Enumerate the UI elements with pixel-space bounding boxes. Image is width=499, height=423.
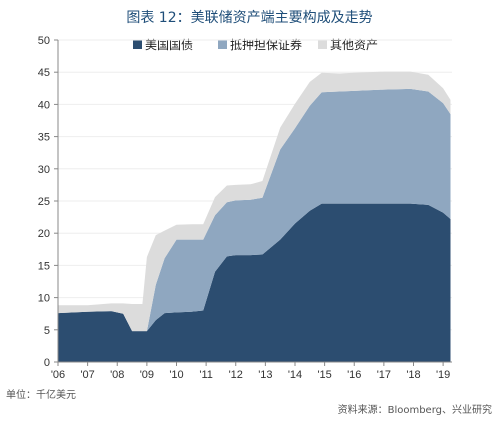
x-axis-ticks: '06 '07 '08 '09 '10 '11 '12 '13 '14 '15 '16 '17 '18 '… bbox=[51, 362, 450, 381]
x-tick-label: '16 bbox=[347, 369, 361, 381]
x-tick-label: '19 bbox=[436, 369, 450, 381]
unit-note: 单位：千亿美元 bbox=[6, 388, 76, 401]
x-tick-label: '17 bbox=[377, 369, 391, 381]
x-tick-label: '06 bbox=[51, 369, 65, 381]
x-tick-label: '18 bbox=[406, 369, 420, 381]
legend-swatch bbox=[133, 40, 142, 49]
legend-swatch bbox=[218, 40, 227, 49]
plot-areas bbox=[58, 71, 451, 362]
x-tick-label: '11 bbox=[199, 369, 213, 381]
legend-label: 抵押担保证券 bbox=[230, 37, 302, 52]
y-tick-label: 20 bbox=[38, 228, 50, 240]
x-tick-label: '07 bbox=[80, 369, 94, 381]
y-tick-label: 30 bbox=[38, 164, 50, 176]
chart-title: 图表 12：美联储资产端主要构成及走势 bbox=[126, 10, 372, 26]
x-tick-label: '13 bbox=[258, 369, 272, 381]
legend: 美国国债 抵押担保证券 其他资产 bbox=[133, 37, 378, 52]
legend-label: 其他资产 bbox=[330, 38, 378, 52]
y-tick-label: 35 bbox=[38, 132, 50, 144]
legend-label: 美国国债 bbox=[145, 38, 193, 52]
x-tick-label: '12 bbox=[229, 369, 243, 381]
area-series-0 bbox=[58, 203, 451, 362]
y-tick-label: 50 bbox=[38, 35, 50, 47]
x-tick-label: '14 bbox=[288, 369, 302, 381]
source-note: 资料来源：Bloomberg、兴业研究 bbox=[338, 403, 492, 416]
y-tick-label: 15 bbox=[38, 260, 50, 272]
x-tick-label: '08 bbox=[110, 369, 124, 381]
area-series-2 bbox=[58, 71, 451, 332]
y-tick-label: 40 bbox=[38, 99, 50, 111]
x-tick-label: '09 bbox=[140, 369, 154, 381]
y-tick-label: 45 bbox=[38, 67, 50, 79]
y-tick-label: 5 bbox=[44, 325, 50, 337]
y-tick-label: 0 bbox=[44, 357, 50, 369]
area-series-1 bbox=[58, 88, 451, 332]
y-axis-ticks: 0 5 10 15 20 25 30 35 40 45 50 bbox=[38, 35, 58, 369]
legend-swatch bbox=[318, 40, 327, 49]
x-tick-label: '10 bbox=[169, 369, 183, 381]
y-tick-label: 10 bbox=[38, 293, 50, 305]
y-tick-label: 25 bbox=[38, 196, 50, 208]
x-tick-label: '15 bbox=[317, 369, 331, 381]
